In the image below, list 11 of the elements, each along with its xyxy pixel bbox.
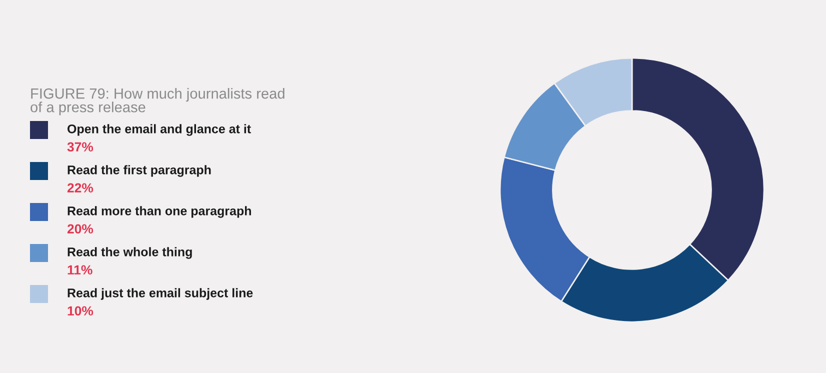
data-label: 20% bbox=[67, 224, 94, 234]
data-label: 10% bbox=[68, 306, 94, 316]
legend-label: Read the whole thing bbox=[68, 247, 192, 259]
legend-label: Open the email and glance at it bbox=[68, 124, 251, 136]
text: FIGURE 79: How much journalists read of a press release bbox=[30, 88, 284, 116]
legend-label: Read more than one paragraph bbox=[68, 206, 251, 218]
data-label: 22% bbox=[67, 183, 94, 193]
data-label: 37% bbox=[67, 142, 94, 152]
data-label: 11% bbox=[68, 265, 92, 275]
legend-label: Read just the email subject line bbox=[68, 288, 253, 300]
legend-label: Read the first paragraph bbox=[68, 165, 211, 177]
